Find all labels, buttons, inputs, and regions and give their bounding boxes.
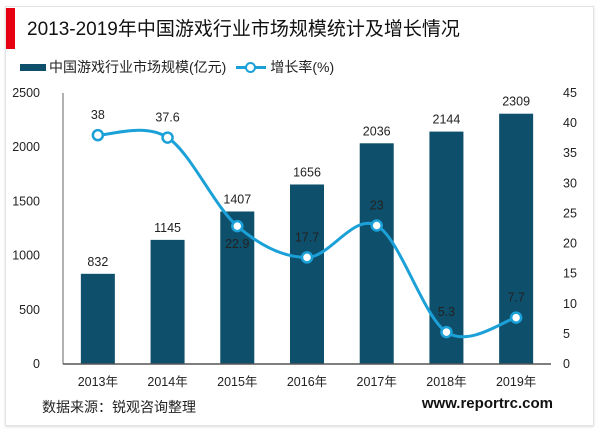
left-axis-tick: 0 [33, 357, 40, 371]
bar-data-label: 2144 [433, 113, 461, 127]
bar [429, 131, 464, 364]
bar-data-label: 832 [87, 255, 108, 269]
x-axis-tick: 2017年 [357, 375, 397, 389]
bar-data-label: 2036 [363, 124, 391, 138]
line-data-label: 5.3 [438, 305, 455, 319]
legend-line-label: 增长率(%) [270, 59, 335, 75]
right-axis-tick: 45 [563, 86, 577, 100]
right-axis-tick: 10 [563, 297, 577, 311]
right-axis-tick: 25 [563, 206, 577, 220]
line-data-label: 17.7 [295, 230, 319, 244]
line-data-label: 7.7 [507, 291, 524, 305]
bar-data-label: 1145 [154, 221, 181, 235]
left-axis-tick: 1500 [12, 194, 40, 208]
right-axis-tick: 35 [563, 146, 577, 160]
left-axis-tick: 1000 [12, 249, 40, 263]
bar [80, 273, 115, 364]
bar-data-label: 1656 [293, 165, 321, 179]
line-data-label: 37.6 [155, 111, 179, 125]
x-axis-tick: 2019年 [496, 375, 536, 389]
line-data-label: 38 [91, 108, 105, 122]
growth-rate-point [440, 325, 453, 339]
line-data-label: 22.9 [225, 237, 249, 251]
x-axis-tick: 2018年 [426, 375, 466, 389]
x-axis-tick: 2013年 [78, 375, 118, 389]
bar [359, 143, 394, 364]
line-data-label: 23 [370, 198, 384, 212]
left-axis-tick: 2000 [12, 140, 40, 154]
right-axis-tick: 40 [563, 116, 577, 130]
chart-frame [5, 6, 594, 426]
x-axis-tick: 2014年 [147, 375, 187, 389]
legend-bar-swatch [20, 63, 46, 71]
source-note: 数据来源：锐观咨询整理 [42, 399, 196, 415]
bar [150, 239, 185, 364]
website-watermark: www.reportrc.com [421, 395, 553, 412]
growth-rate-point [161, 131, 174, 144]
bar [499, 113, 534, 364]
legend-line-swatch [236, 61, 267, 73]
legend: 中国游戏行业市场规模(亿元) 增长率(%) [20, 57, 334, 77]
x-axis-tick: 2016年 [287, 375, 327, 389]
bar-data-label: 2309 [502, 95, 530, 109]
x-axis-tick: 2015年 [217, 375, 257, 389]
left-axis-tick: 2500 [12, 86, 40, 100]
growth-rate-point [91, 128, 105, 142]
legend-bar-label: 中国游戏行业市场规模(亿元) [49, 59, 227, 75]
bar-data-label: 1407 [223, 192, 251, 206]
left-axis-tick: 500 [19, 303, 40, 317]
growth-rate-point [231, 219, 244, 233]
growth-rate-point [370, 219, 383, 232]
right-axis-tick: 0 [563, 357, 570, 371]
bar [290, 184, 324, 364]
right-axis-tick: 20 [563, 237, 577, 251]
growth-rate-point [300, 251, 314, 264]
chart-title: 2013-2019年中国游戏行业市场规模统计及增长情况 [27, 19, 460, 40]
right-axis-tick: 15 [563, 267, 577, 281]
title-accent-bar [6, 8, 15, 49]
growth-rate-point [509, 311, 523, 324]
right-axis-tick: 30 [563, 176, 577, 190]
right-axis-tick: 5 [563, 327, 570, 341]
